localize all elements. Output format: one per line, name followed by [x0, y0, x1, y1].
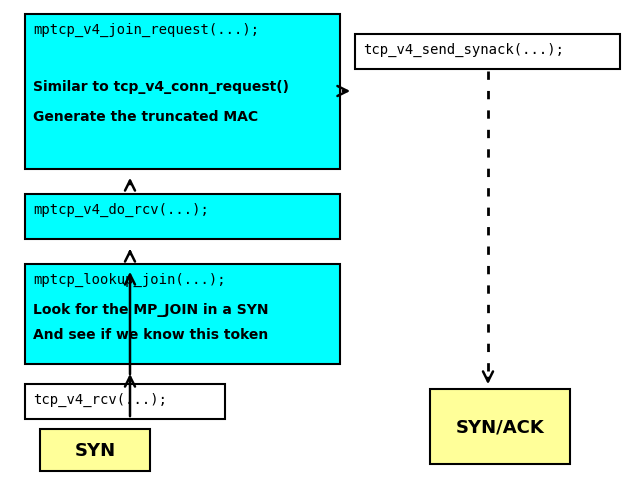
Bar	[25, 194, 340, 240]
Bar	[25, 384, 225, 419]
Text: And see if we know this token: And see if we know this token	[33, 327, 268, 341]
Text: tcp_v4_send_synack(...);: tcp_v4_send_synack(...);	[363, 43, 564, 57]
Text: Similar to tcp_v4_conn_request(): Similar to tcp_v4_conn_request()	[33, 80, 289, 94]
Text: mptcp_v4_join_request(...);: mptcp_v4_join_request(...);	[33, 23, 259, 37]
Text: mptcp_lookup_join(...);: mptcp_lookup_join(...);	[33, 273, 226, 287]
Text: Look for the MP_JOIN in a SYN: Look for the MP_JOIN in a SYN	[33, 302, 269, 316]
Bar	[430, 389, 570, 464]
Bar	[25, 15, 340, 169]
Text: SYN: SYN	[74, 441, 115, 459]
Bar	[355, 35, 620, 70]
Bar	[40, 429, 150, 471]
Bar	[25, 264, 340, 364]
Text: mptcp_v4_do_rcv(...);: mptcp_v4_do_rcv(...);	[33, 203, 209, 216]
Text: Generate the truncated MAC: Generate the truncated MAC	[33, 110, 258, 124]
Text: SYN/ACK: SYN/ACK	[456, 417, 544, 435]
Text: tcp_v4_rcv(...);: tcp_v4_rcv(...);	[33, 392, 167, 406]
